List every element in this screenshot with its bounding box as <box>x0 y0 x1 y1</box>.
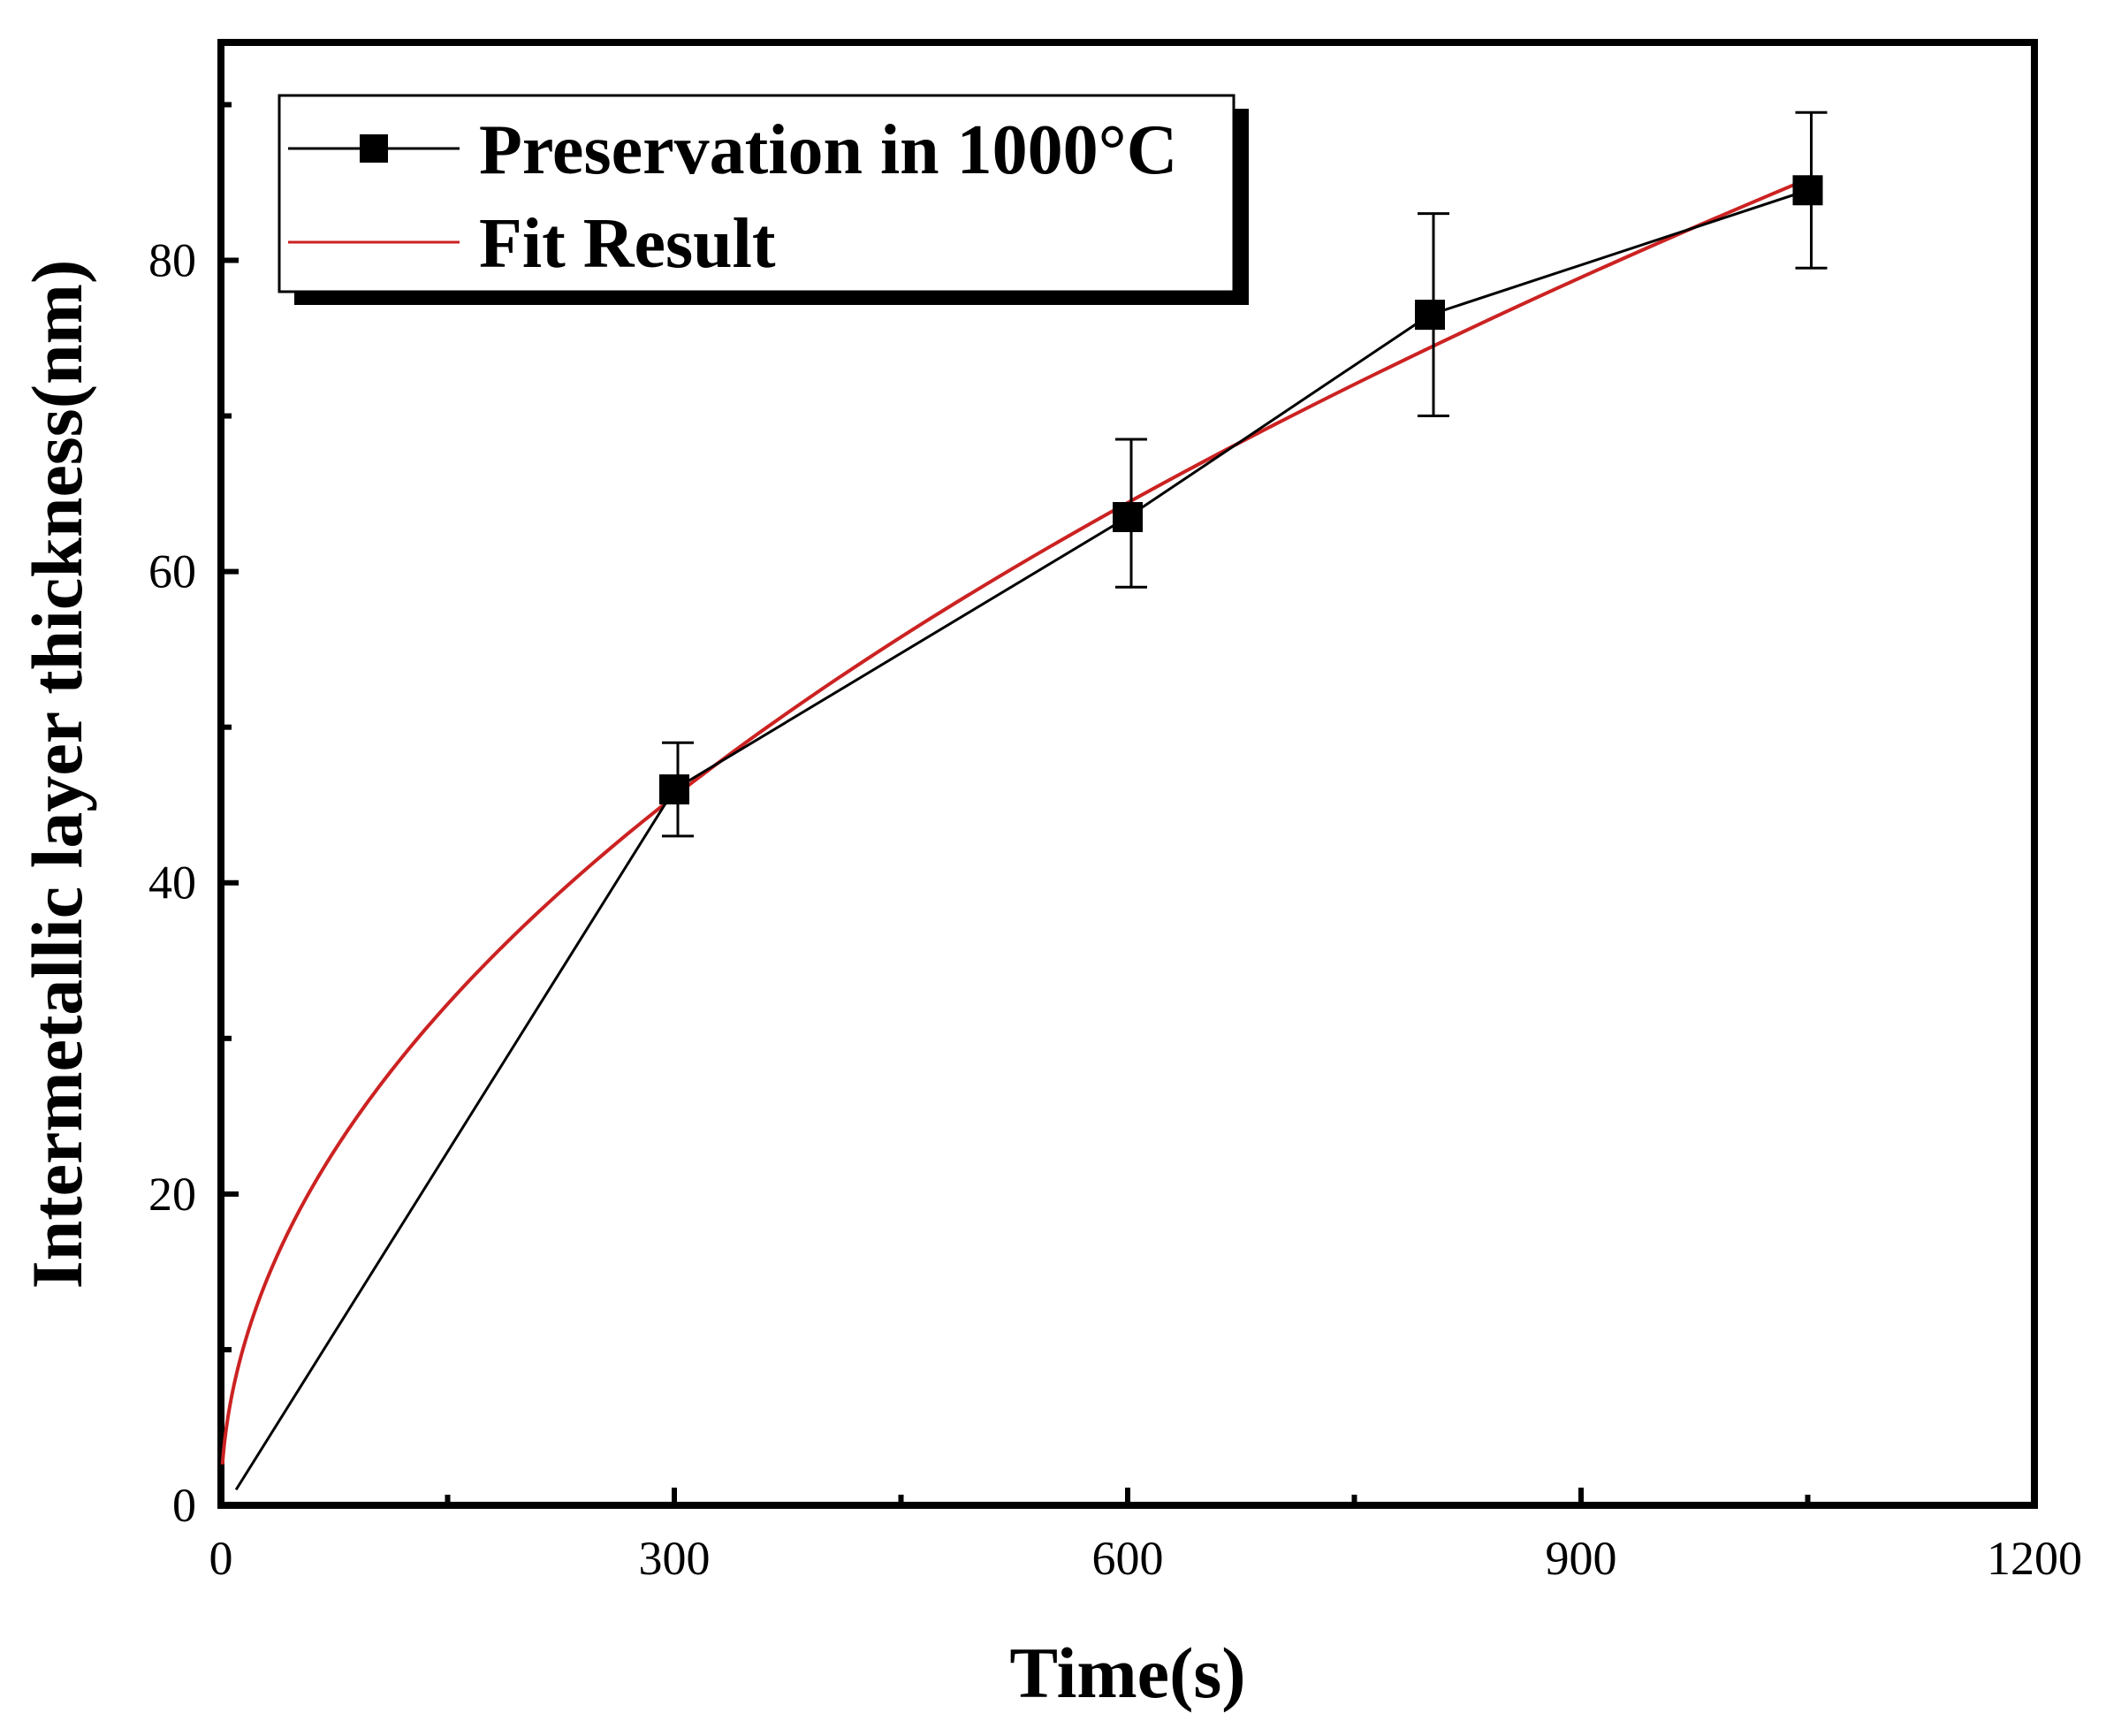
axis-tick-labels: 0 300 600 900 1200 0 20 40 60 80 <box>148 233 2082 1585</box>
y-tick-label: 20 <box>148 1168 196 1221</box>
data-point-marker <box>1415 300 1445 331</box>
legend: Preservation in 1000°C Fit Result <box>278 94 1249 305</box>
fit-result-curve <box>220 177 1809 1465</box>
y-tick-label: 40 <box>148 857 196 910</box>
legend-box <box>278 94 1235 293</box>
y-axis-title: Intermetallic layer thickness(nm) <box>17 260 97 1290</box>
x-tick-label: 600 <box>1092 1532 1164 1585</box>
x-tick-label: 1200 <box>1987 1532 2082 1585</box>
data-point-marker <box>1113 501 1143 532</box>
y-tick-label: 0 <box>172 1479 196 1532</box>
y-tick-label: 60 <box>148 545 196 598</box>
x-tick-label: 300 <box>639 1532 711 1585</box>
x-axis-title: Time(s) <box>1009 1633 1245 1713</box>
legend-label-fit: Fit Result <box>479 205 776 283</box>
axis-ticks <box>218 102 2037 1508</box>
legend-label-preservation: Preservation in 1000°C <box>479 111 1177 189</box>
x-tick-label: 900 <box>1546 1532 1617 1585</box>
data-point-marker <box>1792 175 1823 206</box>
legend-marker-preservation <box>360 134 388 163</box>
series-layer <box>220 110 1828 1491</box>
data-point-marker <box>659 774 689 805</box>
y-tick-label: 80 <box>148 233 196 286</box>
x-tick-label: 0 <box>209 1532 233 1585</box>
